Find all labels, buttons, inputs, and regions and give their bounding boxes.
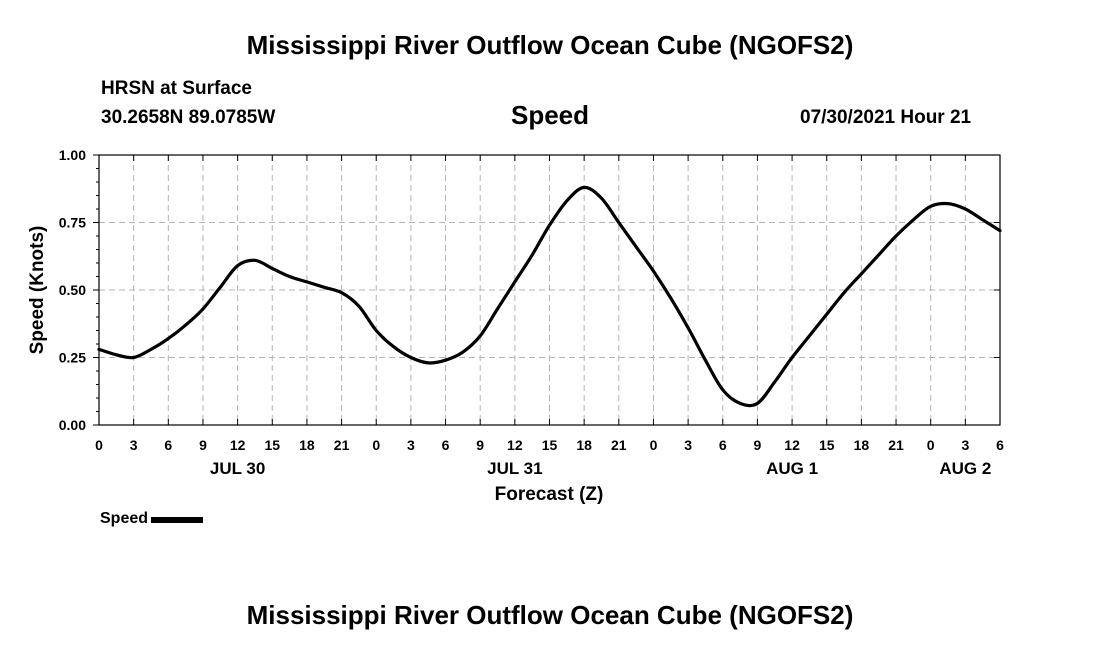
legend: Speed (100, 510, 204, 528)
x-tick-label: 6 (719, 437, 727, 453)
axis-labels: 0 3 6 9 12 15 18 21 0 3 6 9 12 15 18 21 0 3 6 9 12 15 18 21 0 3 6 0… (59, 147, 1004, 478)
x-tick-label: 18 (576, 437, 592, 453)
page-title: Mississippi River Outflow Ocean Cube (NG… (246, 30, 854, 60)
day-label: JUL 31 (487, 459, 542, 478)
x-tick-label: 21 (334, 437, 350, 453)
x-tick-label: 6 (442, 437, 450, 453)
footer-title: Mississippi River Outflow Ocean Cube (NG… (246, 600, 854, 630)
x-tick-label: 12 (784, 437, 800, 453)
x-tick-label: 3 (130, 437, 138, 453)
y-tick-label: 0.00 (59, 417, 86, 433)
chart-title: Speed (510, 100, 590, 130)
station-label: HRSN at Surface (101, 78, 252, 99)
x-tick-label: 0 (927, 437, 935, 453)
x-tick-label: 18 (299, 437, 315, 453)
legend-label: Speed (100, 510, 149, 527)
x-tick-label: 12 (230, 437, 246, 453)
y-tick-label: 0.75 (59, 215, 86, 231)
grid (99, 155, 1000, 425)
day-label: JUL 30 (210, 459, 265, 478)
x-tick-label: 3 (961, 437, 969, 453)
speed-series-line (97, 185, 1002, 408)
x-tick-label: 9 (476, 437, 484, 453)
x-tick-label: 15 (264, 437, 280, 453)
x-tick-label: 3 (407, 437, 415, 453)
x-tick-label: 18 (854, 437, 870, 453)
axis-ticks (93, 154, 1001, 426)
x-tick-label: 15 (819, 437, 835, 453)
x-axis-label: Forecast (Z) (495, 484, 604, 505)
x-tick-label: 15 (542, 437, 558, 453)
x-tick-label: 6 (164, 437, 172, 453)
x-tick-label: 3 (684, 437, 692, 453)
y-tick-label: 1.00 (59, 147, 86, 163)
x-tick-label: 6 (996, 437, 1004, 453)
x-tick-label: 0 (650, 437, 658, 453)
x-tick-label: 9 (199, 437, 207, 453)
legend-swatch (151, 516, 204, 523)
forecast-datetime: 07/30/2021 Hour 21 (800, 107, 972, 128)
y-tick-label: 0.50 (59, 282, 86, 298)
y-tick-label: 0.25 (59, 350, 86, 366)
x-tick-label: 0 (95, 437, 103, 453)
day-label: AUG 2 (939, 459, 991, 478)
day-label: AUG 1 (766, 459, 818, 478)
y-axis-label: Speed (Knots) (27, 226, 48, 355)
x-tick-label: 12 (507, 437, 523, 453)
x-tick-label: 9 (754, 437, 762, 453)
station-coordinates: 30.2658N 89.0785W (101, 107, 276, 128)
x-tick-label: 0 (372, 437, 380, 453)
x-tick-label: 21 (888, 437, 904, 453)
x-tick-label: 21 (611, 437, 627, 453)
